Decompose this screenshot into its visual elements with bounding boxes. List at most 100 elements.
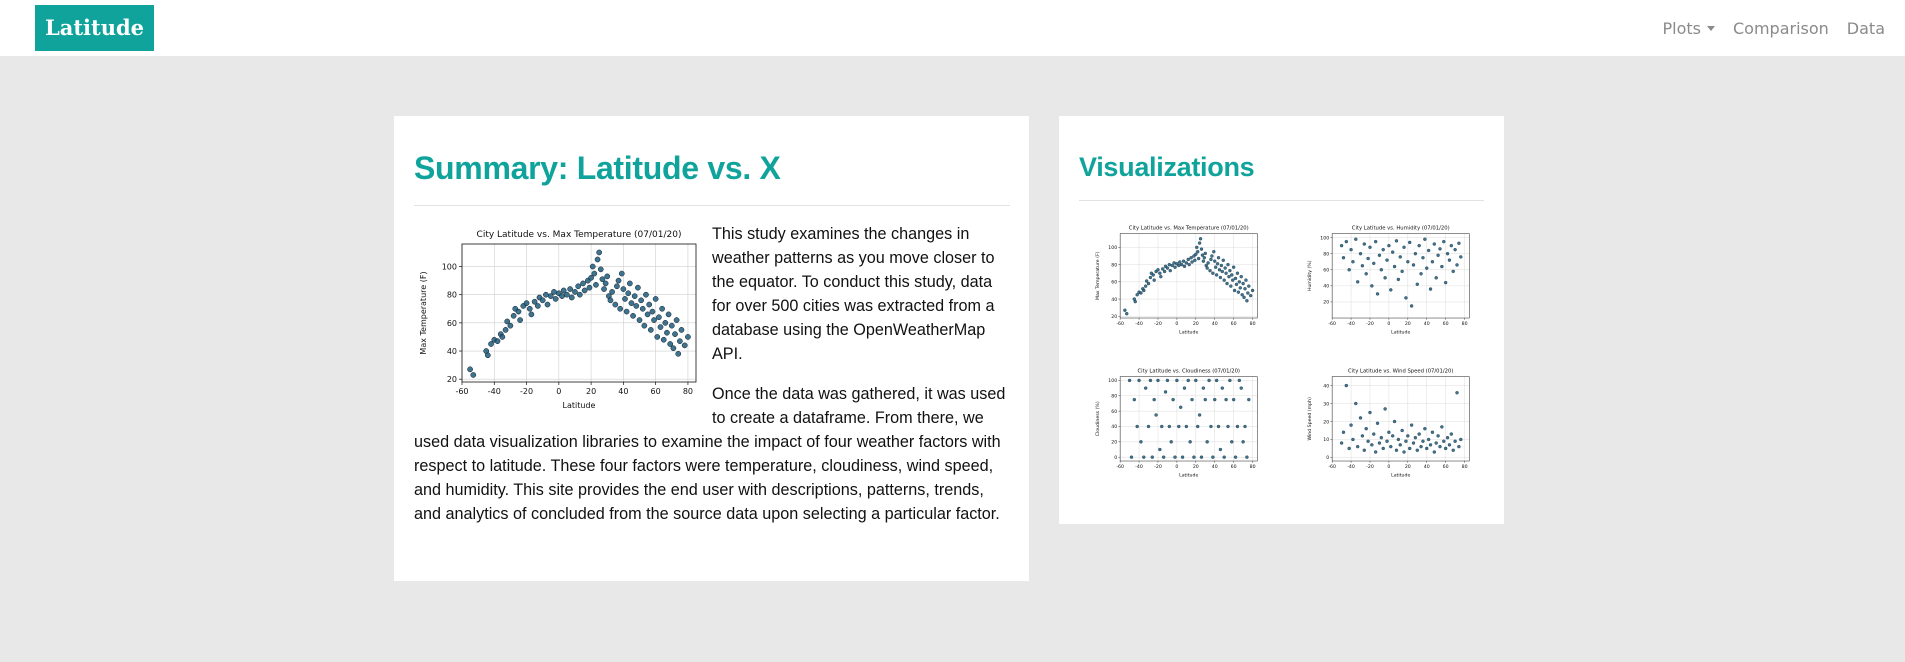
x-tick-label: 60	[1231, 464, 1237, 470]
data-point	[1139, 440, 1143, 444]
data-point	[1383, 276, 1387, 280]
data-point	[1364, 272, 1368, 276]
data-point	[685, 334, 691, 340]
data-point	[672, 331, 678, 337]
data-point	[1247, 397, 1251, 402]
data-point	[1214, 378, 1219, 383]
nav-data-link[interactable]: Data	[1846, 18, 1885, 38]
data-point	[1127, 378, 1132, 383]
data-point	[507, 322, 514, 329]
data-point	[1408, 240, 1412, 245]
data-point	[1192, 455, 1196, 459]
data-point	[617, 305, 624, 312]
data-point	[1148, 378, 1153, 383]
data-point	[1173, 265, 1177, 269]
data-point	[644, 311, 651, 318]
data-point	[1408, 446, 1412, 451]
y-tick-label: 10	[1323, 437, 1329, 443]
data-point	[1231, 278, 1235, 282]
x-tick-label: -60	[1116, 321, 1124, 327]
humidity-thumbnail[interactable]: City Latitude vs. Humidity (07/01/20) -60…	[1304, 223, 1474, 338]
data-point	[639, 305, 646, 312]
data-point	[1377, 441, 1382, 445]
data-point	[659, 305, 665, 312]
plot-frame	[1119, 376, 1258, 462]
x-axis-label: Latitude	[1391, 329, 1410, 335]
data-point	[1170, 263, 1174, 268]
data-point	[660, 336, 667, 343]
data-point	[1205, 440, 1209, 444]
y-axis-label: Cloudiness (%)	[1095, 401, 1101, 436]
data-point	[1196, 424, 1200, 429]
data-point	[1182, 386, 1187, 390]
data-point	[1190, 397, 1194, 402]
data-point	[1244, 278, 1248, 282]
data-point	[670, 345, 677, 352]
data-point	[1451, 448, 1455, 452]
x-tick-label: 0	[556, 387, 561, 396]
data-point	[504, 318, 511, 325]
data-point	[1349, 423, 1353, 427]
temperature-thumbnail[interactable]: City Latitude vs. Max Temperature (07/01…	[1092, 223, 1262, 338]
y-tick-label: 40	[1111, 424, 1117, 430]
data-point	[1347, 446, 1351, 451]
data-point	[515, 308, 522, 315]
plot-frame	[1331, 376, 1470, 462]
data-point	[1213, 397, 1217, 402]
data-point	[1381, 248, 1385, 252]
data-point	[1443, 446, 1448, 451]
wind-speed-thumbnail[interactable]: City Latitude vs. Wind Speed (07/01/20) -…	[1304, 366, 1474, 481]
temperature-chart[interactable]: City Latitude vs. Max Temperature (07/01…	[414, 226, 704, 416]
data-point	[552, 296, 559, 302]
data-point	[1161, 267, 1165, 271]
data-point	[1218, 275, 1223, 280]
data-point	[656, 314, 662, 321]
data-point	[1196, 256, 1201, 261]
data-point	[1432, 242, 1436, 246]
data-point	[1344, 239, 1348, 244]
data-point	[1453, 248, 1457, 252]
data-point	[1360, 434, 1365, 438]
data-point	[1430, 260, 1435, 264]
cloudiness-thumbnail[interactable]: City Latitude vs. Cloudiness (07/01/20) -…	[1092, 366, 1262, 481]
data-point	[1179, 262, 1184, 267]
data-point	[1222, 278, 1226, 282]
x-tick-label: 20	[1405, 321, 1411, 327]
data-point	[675, 350, 682, 357]
x-tick-label: 40	[1212, 464, 1218, 470]
data-point	[1459, 437, 1463, 442]
data-point	[1199, 247, 1204, 251]
data-point	[651, 317, 657, 323]
brand-logo[interactable]: Latitude	[35, 5, 154, 51]
nav-plots-label: Plots	[1662, 18, 1702, 38]
data-point	[1434, 441, 1438, 445]
data-point	[1240, 293, 1244, 297]
data-point	[1375, 421, 1380, 425]
data-point	[1146, 281, 1151, 286]
data-point	[1354, 401, 1358, 406]
x-tick-label: -20	[1154, 321, 1162, 327]
data-point	[1224, 397, 1228, 402]
data-point	[678, 327, 685, 333]
data-point	[1349, 248, 1353, 252]
data-point	[1419, 444, 1423, 449]
data-point	[596, 249, 603, 256]
data-point	[1423, 237, 1427, 241]
data-point	[1394, 448, 1399, 452]
data-point	[1160, 424, 1164, 429]
data-point	[1442, 439, 1446, 443]
data-point	[602, 280, 609, 287]
data-point	[517, 317, 523, 323]
data-point	[502, 327, 509, 333]
data-point	[625, 290, 632, 297]
nav-comparison-link[interactable]: Comparison	[1733, 18, 1829, 38]
x-tick-label: 40	[618, 387, 628, 396]
data-point	[623, 308, 630, 315]
data-point	[1175, 378, 1179, 383]
y-tick-label: 0	[1114, 455, 1117, 461]
data-point	[1230, 440, 1234, 444]
data-point	[1436, 434, 1440, 438]
data-point	[1171, 397, 1175, 402]
data-point	[665, 311, 672, 318]
nav-plots-dropdown[interactable]: Plots	[1662, 18, 1715, 38]
